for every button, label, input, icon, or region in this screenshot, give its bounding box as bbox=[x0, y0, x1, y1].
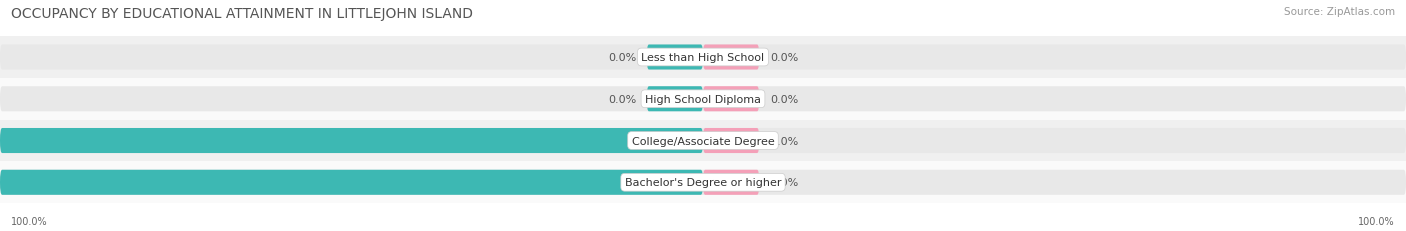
Text: 0.0%: 0.0% bbox=[770, 53, 799, 63]
Bar bbox=[0, 120, 1406, 162]
FancyBboxPatch shape bbox=[0, 170, 1406, 195]
FancyBboxPatch shape bbox=[0, 128, 1406, 153]
FancyBboxPatch shape bbox=[703, 45, 759, 70]
FancyBboxPatch shape bbox=[0, 87, 1406, 112]
Text: 0.0%: 0.0% bbox=[770, 94, 799, 104]
Text: 100.0%: 100.0% bbox=[11, 216, 48, 226]
Text: Less than High School: Less than High School bbox=[641, 53, 765, 63]
Text: 100.0%: 100.0% bbox=[1358, 216, 1395, 226]
Text: High School Diploma: High School Diploma bbox=[645, 94, 761, 104]
Text: Bachelor's Degree or higher: Bachelor's Degree or higher bbox=[624, 177, 782, 188]
Text: 0.0%: 0.0% bbox=[607, 53, 637, 63]
FancyBboxPatch shape bbox=[647, 45, 703, 70]
FancyBboxPatch shape bbox=[0, 128, 703, 153]
FancyBboxPatch shape bbox=[703, 87, 759, 112]
Text: College/Associate Degree: College/Associate Degree bbox=[631, 136, 775, 146]
FancyBboxPatch shape bbox=[647, 87, 703, 112]
Bar bbox=[0, 162, 1406, 203]
Text: Source: ZipAtlas.com: Source: ZipAtlas.com bbox=[1284, 7, 1395, 17]
FancyBboxPatch shape bbox=[0, 45, 1406, 70]
Text: 0.0%: 0.0% bbox=[770, 177, 799, 188]
Text: 0.0%: 0.0% bbox=[607, 94, 637, 104]
FancyBboxPatch shape bbox=[0, 170, 703, 195]
FancyBboxPatch shape bbox=[703, 170, 759, 195]
Bar bbox=[0, 79, 1406, 120]
Text: 0.0%: 0.0% bbox=[770, 136, 799, 146]
Text: OCCUPANCY BY EDUCATIONAL ATTAINMENT IN LITTLEJOHN ISLAND: OCCUPANCY BY EDUCATIONAL ATTAINMENT IN L… bbox=[11, 7, 474, 21]
Bar bbox=[0, 37, 1406, 79]
FancyBboxPatch shape bbox=[703, 128, 759, 153]
